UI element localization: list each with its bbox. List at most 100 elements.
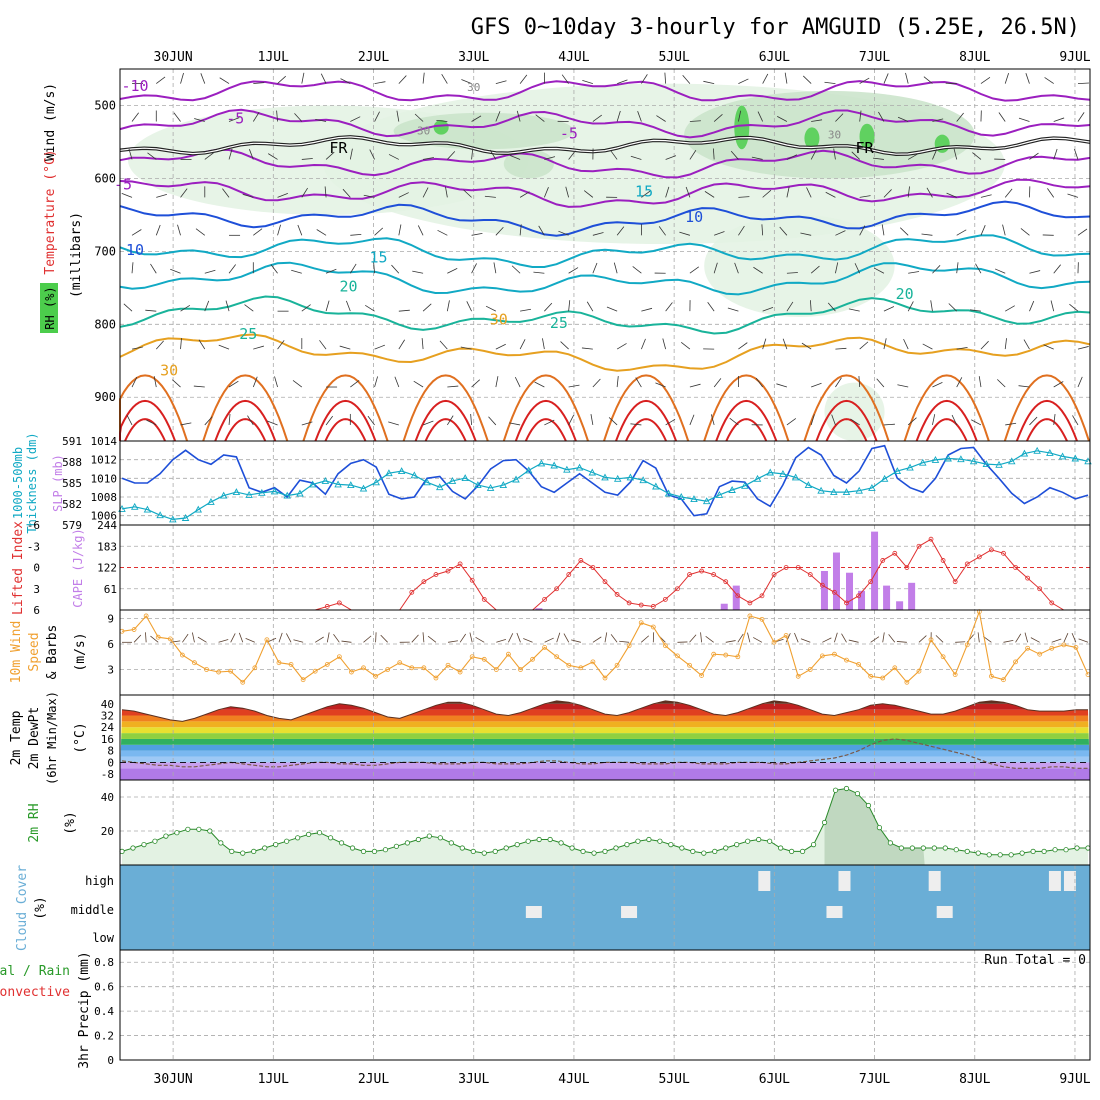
wind-barb xyxy=(244,304,254,312)
rh-marker xyxy=(360,848,367,855)
wind-barb xyxy=(755,377,763,388)
temperature-band xyxy=(120,703,1090,710)
wind-barb xyxy=(835,377,842,388)
wind-barb xyxy=(956,229,967,236)
wind-barb-10m xyxy=(882,632,885,643)
wind-barb xyxy=(1053,381,1064,388)
wind-barb xyxy=(219,77,230,84)
wind-barb xyxy=(712,148,715,160)
contour-label: 20 xyxy=(896,285,914,303)
wind-barb xyxy=(679,231,691,236)
wind-barb xyxy=(1050,300,1055,312)
rh-marker xyxy=(316,830,323,836)
wind-barb xyxy=(471,115,482,122)
wind-barb xyxy=(1044,77,1054,84)
slp-tick-label: 1008 xyxy=(91,491,118,504)
time-tick-label-bottom: 1JUL xyxy=(258,1072,289,1087)
wind-barb xyxy=(704,191,715,198)
rh-marker xyxy=(470,848,476,855)
wind-barb-10m xyxy=(747,632,751,643)
wind-barb xyxy=(616,376,619,388)
wind-barb xyxy=(710,414,715,426)
wind-barb xyxy=(489,149,497,160)
wind-barb xyxy=(833,148,836,160)
wind-speed-marker xyxy=(928,637,934,643)
wind-barb xyxy=(859,110,862,122)
wind-barb xyxy=(1018,117,1030,122)
wind-speed-marker xyxy=(324,662,330,667)
wind-barb xyxy=(969,309,982,312)
rh-marker xyxy=(646,836,652,843)
thickness-marker xyxy=(423,478,431,486)
thickness-marker xyxy=(982,460,991,468)
isotherm-line xyxy=(119,261,1091,296)
lifted-index-marker xyxy=(759,593,765,599)
rh-peak-area xyxy=(824,788,925,865)
wind-speed-marker xyxy=(735,654,741,660)
wind-barb xyxy=(859,77,870,84)
wind-speed-marker xyxy=(252,665,258,671)
wind-barb xyxy=(544,302,553,312)
contour-label: 25 xyxy=(239,325,257,343)
wind-barb-10m xyxy=(293,639,304,643)
rh-marker xyxy=(898,845,904,851)
thickness-marker xyxy=(181,514,190,521)
wind-barb xyxy=(369,149,375,160)
cape-bar xyxy=(535,608,543,610)
wind-barb-10m xyxy=(794,632,799,643)
wind-barb xyxy=(664,72,667,84)
cape-bar xyxy=(820,570,828,610)
rh-marker xyxy=(558,840,564,846)
wind-barb xyxy=(883,189,892,198)
time-tick-label-bottom: 8JUL xyxy=(959,1072,990,1087)
wind-barb xyxy=(713,378,722,388)
lifted-index-marker xyxy=(542,596,548,602)
wind-barb xyxy=(1077,112,1085,122)
wind-barb xyxy=(956,262,959,274)
wind-barb xyxy=(689,414,695,426)
wind-barb-10m xyxy=(326,632,330,643)
wind-barb xyxy=(956,112,964,122)
lifted-index-marker xyxy=(735,593,741,599)
cloud-level-label: middle xyxy=(71,903,114,917)
wind-barb xyxy=(471,263,477,274)
wind-barb xyxy=(340,78,351,84)
contour-label: 30 xyxy=(467,81,480,94)
rh-marker xyxy=(756,836,762,843)
pressure-tick-label: 900 xyxy=(94,390,116,404)
wind-barb xyxy=(253,345,264,350)
wind-barb-10m xyxy=(544,637,554,643)
diurnal-isotherm-arc xyxy=(825,418,868,442)
thickness-marker xyxy=(715,490,724,498)
wind-barb xyxy=(374,81,386,84)
wind-barb xyxy=(1053,117,1065,122)
wind-barb xyxy=(932,118,944,122)
wind-barb xyxy=(155,340,164,350)
wind-barb xyxy=(439,340,448,350)
wind-barb xyxy=(1067,193,1079,198)
wind-barb xyxy=(180,422,192,426)
wind-speed-marker xyxy=(312,668,318,674)
wind-barb xyxy=(274,376,278,388)
wind-barb xyxy=(446,300,450,312)
diurnal-isotherm-arc xyxy=(715,399,778,442)
thickness-marker xyxy=(283,491,291,499)
cloud-bar-middle xyxy=(936,906,953,918)
time-tick-label-top: 3JUL xyxy=(458,50,489,65)
wind-speed-marker xyxy=(626,643,632,649)
wind-speed-marker xyxy=(349,669,354,675)
wind-barb xyxy=(150,263,157,274)
wind-barb xyxy=(461,79,472,84)
rh-marker xyxy=(185,826,191,832)
wind-barb xyxy=(835,230,846,236)
rh-marker xyxy=(174,830,180,836)
lifted-index-marker xyxy=(409,589,415,595)
rh-marker xyxy=(657,838,663,844)
wind-barb xyxy=(267,420,278,426)
rh-marker xyxy=(778,845,784,851)
wind-barb xyxy=(714,231,725,236)
wind-barb xyxy=(471,233,483,236)
wind-speed-marker xyxy=(892,665,898,671)
